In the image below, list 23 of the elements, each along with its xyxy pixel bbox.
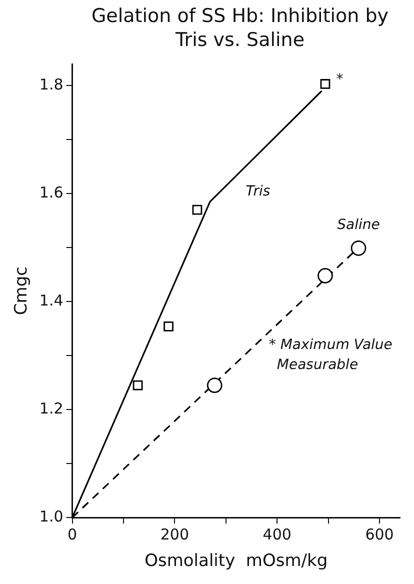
y-tick-label: 1.0 xyxy=(39,507,64,526)
y-tick-label: 1.4 xyxy=(39,291,64,310)
y-tick-label: 1.6 xyxy=(39,183,64,202)
point xyxy=(318,268,333,284)
series-label: Saline xyxy=(337,217,380,234)
x-tick-label: 200 xyxy=(160,525,189,544)
annotation: * Maximum Value Measurable xyxy=(268,336,392,373)
chart-title: Gelation of SS Hb: Inhibition by Tris vs. Saline xyxy=(90,4,390,52)
point xyxy=(320,79,330,89)
point xyxy=(132,380,143,390)
x-axis-title: Osmolality mOsm/kg xyxy=(144,551,328,572)
annotation: * xyxy=(336,72,344,88)
x-tick-label: 600 xyxy=(365,525,394,544)
y-tick-label: 1.2 xyxy=(39,399,64,418)
point xyxy=(350,240,366,256)
x-tick-label: 400 xyxy=(262,525,292,544)
point xyxy=(192,204,202,215)
y-axis-title: Cmgc xyxy=(12,266,32,316)
y-tick-label: 1.8 xyxy=(39,75,64,94)
x-tick-label: 0 xyxy=(67,525,78,544)
point xyxy=(164,322,174,332)
point xyxy=(206,378,222,393)
series-label: Tris xyxy=(246,183,270,200)
